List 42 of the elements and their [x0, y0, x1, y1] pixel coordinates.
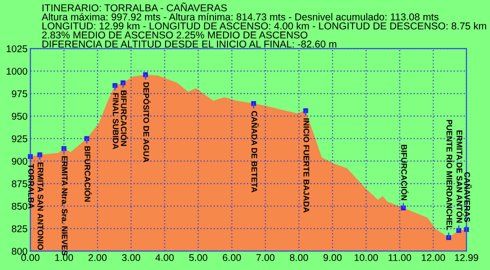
y-tick-label: 825 [12, 225, 28, 232]
annotation: ERMITA Ntra. Sra. NIEVES [62, 156, 68, 256]
annotation: DEPÓSITO DE AGUA [143, 82, 151, 162]
chart-subtitle: Altura máxima: 997.92 mts - Altura mínima: 814.73 mts - Desnivel acumulado: 113.08 mts [42, 12, 439, 20]
x-tick-label: 10.00 [354, 254, 378, 262]
y-tick-label: 1000 [6, 68, 28, 75]
annotation: TORRALBA [28, 164, 34, 209]
x-tick-label: 7.00 [256, 254, 274, 262]
annotation: BIFURCACIÓN [401, 144, 408, 200]
annotation: CAÑADA DE BETETA [251, 111, 259, 192]
text: DIFERENCIA DE ALTITUD DESDE EL INICIO AL FINAL: -82.60 m [42, 40, 336, 48]
chart-title: ITINERARIO: TORRALBA - CAÑAVERAS [42, 2, 227, 12]
x-tick-label: 5.00 [189, 254, 208, 262]
y-tick-label: 800 [12, 248, 28, 255]
x-tick-label: 2.00 [88, 254, 107, 262]
x-tick-label: 6.00 [222, 254, 241, 262]
annotation: INICIO FUERTE BAJADA [304, 118, 310, 213]
y-tick-label: 850 [12, 202, 28, 210]
annotation: BIFURCACIÓN [120, 90, 128, 146]
x-tick-label: 9.00 [324, 254, 342, 262]
annotation: FINAL SUBIDA [112, 93, 119, 150]
x-tick-label: 4.00 [155, 254, 174, 262]
x-tick-label: 8.00 [290, 254, 308, 262]
x-tick-label: 11.00 [388, 254, 412, 262]
annotation: ERMITA DE SAN ANTÓN [456, 130, 464, 223]
y-tick-label: 875 [12, 180, 28, 188]
x-tick-label: 1.00 [55, 254, 74, 262]
y-tick-label: 900 [12, 158, 28, 165]
y-tick-label: 975 [12, 90, 28, 98]
x-tick-label: 3.00 [122, 254, 140, 262]
annotation: PUENTE RÍO MIERDANCHEL [446, 120, 454, 230]
x-tick-label: 12.99 [455, 254, 478, 262]
text: 2.83% MEDIO DE ASCENSO 2.25% MEDIO DE ASCENSO [42, 31, 308, 39]
x-tick-label: 12.00 [422, 254, 446, 262]
y-tick-label: 925 [12, 135, 28, 142]
annotation: ERMITA SAN ANTONIO [38, 162, 44, 250]
y-tick-label: 1025 [6, 45, 28, 52]
text: LONGITUD: 12.99 km - LONGITUD DE ASCENSO: 4.00 km - LONGITUD DE DESCENSO: 8.75 km [42, 22, 486, 30]
x-tick-label: 0.00 [21, 254, 40, 262]
annotation: CAÑAVERAS [464, 172, 472, 222]
annotation: BIFURCACIÓN [84, 146, 92, 202]
y-tick-label: 950 [12, 112, 28, 120]
